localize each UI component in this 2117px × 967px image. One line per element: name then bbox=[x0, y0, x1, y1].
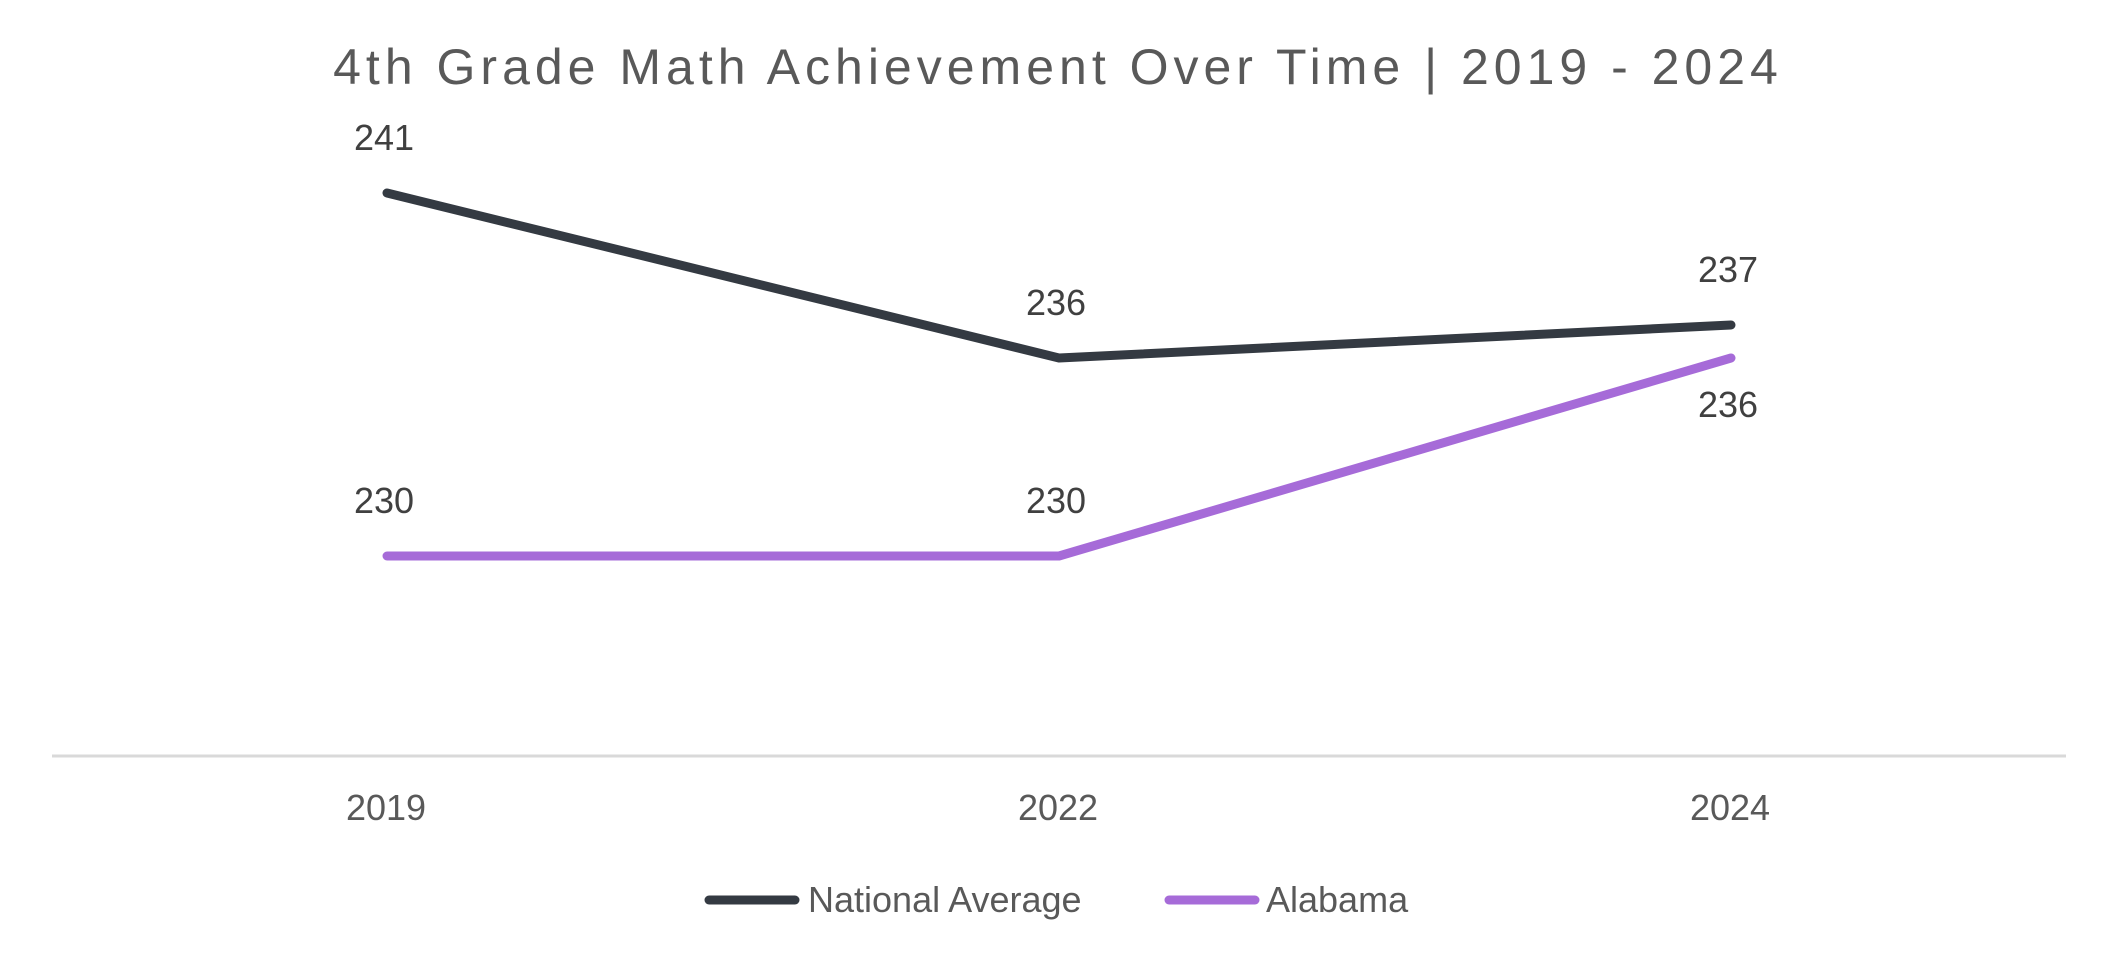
series-line-2 bbox=[382, 353, 1736, 561]
data-label: 236 bbox=[1698, 384, 1758, 425]
legend: National Average Alabama bbox=[704, 879, 1409, 920]
data-label: 236 bbox=[1026, 282, 1086, 323]
series-line-1 bbox=[382, 188, 1736, 363]
data-label: 230 bbox=[354, 480, 414, 521]
series-layer: 241 236 237 230 230 236 bbox=[354, 117, 1758, 561]
x-tick-label: 2019 bbox=[346, 787, 426, 828]
x-tick-labels: 2019 2022 2024 bbox=[346, 787, 1770, 828]
data-label: 230 bbox=[1026, 480, 1086, 521]
legend-label: National Average bbox=[808, 879, 1082, 920]
x-tick-label: 2022 bbox=[1018, 787, 1098, 828]
data-label: 237 bbox=[1698, 249, 1758, 290]
legend-label: Alabama bbox=[1266, 879, 1409, 920]
chart-title: 4th Grade Math Achievement Over Time | 2… bbox=[333, 39, 1783, 95]
data-label: 241 bbox=[354, 117, 414, 158]
x-tick-label: 2024 bbox=[1690, 787, 1770, 828]
